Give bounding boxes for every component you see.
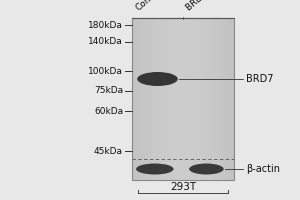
Ellipse shape <box>137 72 178 86</box>
Bar <box>188 18 190 180</box>
Bar <box>215 18 217 180</box>
Bar <box>175 18 176 180</box>
Bar <box>229 18 231 180</box>
Bar <box>186 18 188 180</box>
Bar <box>163 18 164 180</box>
Text: 140kDa: 140kDa <box>88 38 123 46</box>
Bar <box>166 18 168 180</box>
Text: 180kDa: 180kDa <box>88 21 123 29</box>
Bar <box>212 18 214 180</box>
Bar <box>226 18 227 180</box>
Bar <box>154 18 156 180</box>
Bar <box>181 18 183 180</box>
Bar <box>168 18 169 180</box>
Bar <box>231 18 232 180</box>
Bar <box>205 18 207 180</box>
Bar <box>164 18 166 180</box>
Bar <box>161 18 163 180</box>
Text: 100kDa: 100kDa <box>88 66 123 75</box>
Bar <box>169 18 171 180</box>
Bar <box>142 18 144 180</box>
Bar <box>135 18 137 180</box>
Bar <box>210 18 212 180</box>
Bar <box>185 18 186 180</box>
Text: β-actin: β-actin <box>246 164 280 174</box>
Bar <box>173 18 175 180</box>
Bar <box>139 18 140 180</box>
Bar <box>176 18 178 180</box>
Bar <box>207 18 208 180</box>
Bar <box>147 18 149 180</box>
Bar <box>217 18 219 180</box>
Bar <box>198 18 200 180</box>
Bar <box>224 18 226 180</box>
Ellipse shape <box>189 164 224 174</box>
Text: BRD7 KO: BRD7 KO <box>185 0 221 13</box>
Bar <box>146 18 147 180</box>
Bar <box>208 18 210 180</box>
Bar <box>227 18 229 180</box>
Bar <box>214 18 215 180</box>
Bar <box>220 18 222 180</box>
Bar <box>132 18 234 180</box>
Text: BRD7: BRD7 <box>246 74 274 84</box>
Bar <box>202 18 203 180</box>
Bar <box>137 18 139 180</box>
Bar <box>222 18 224 180</box>
Bar <box>151 18 152 180</box>
Text: 293T: 293T <box>170 182 196 192</box>
Text: 60kDa: 60kDa <box>94 106 123 116</box>
Bar <box>178 18 180 180</box>
Text: 75kDa: 75kDa <box>94 86 123 95</box>
Bar <box>203 18 205 180</box>
Bar <box>200 18 202 180</box>
Bar <box>144 18 146 180</box>
Bar <box>156 18 158 180</box>
Bar <box>158 18 159 180</box>
Text: Control: Control <box>134 0 165 13</box>
Bar <box>196 18 198 180</box>
Bar <box>171 18 173 180</box>
Bar <box>195 18 196 180</box>
Bar <box>159 18 161 180</box>
Bar <box>134 18 135 180</box>
Bar <box>232 18 234 180</box>
Text: 45kDa: 45kDa <box>94 146 123 156</box>
Bar <box>132 18 134 180</box>
Bar <box>140 18 142 180</box>
Bar <box>190 18 191 180</box>
Bar <box>152 18 154 180</box>
Ellipse shape <box>136 164 174 174</box>
Bar <box>149 18 151 180</box>
Bar <box>219 18 220 180</box>
Bar <box>193 18 195 180</box>
Bar <box>180 18 181 180</box>
Bar <box>183 18 185 180</box>
Bar <box>191 18 193 180</box>
